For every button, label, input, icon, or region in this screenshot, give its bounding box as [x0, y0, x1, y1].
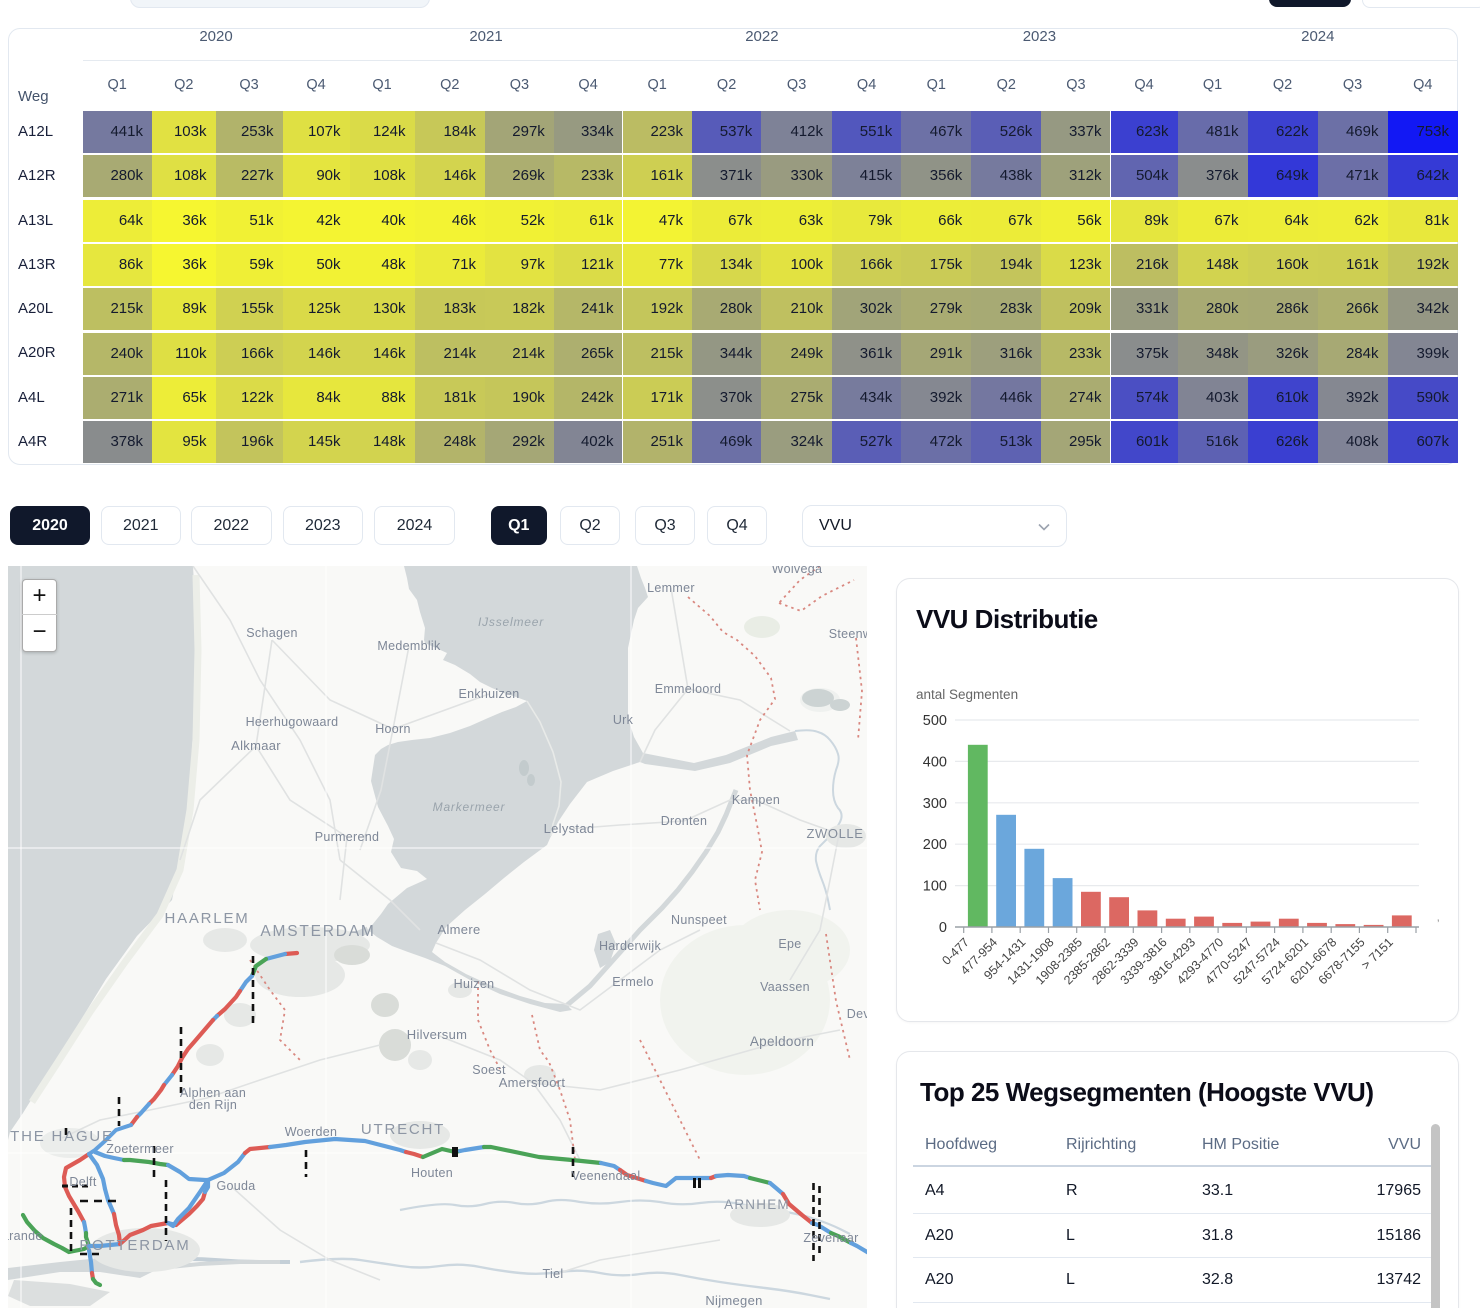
svg-text:Soest: Soest [472, 1063, 506, 1077]
svg-text:’: ’ [1437, 918, 1439, 930]
svg-text:Zevenaar: Zevenaar [803, 1231, 858, 1245]
svg-text:Nijmegen: Nijmegen [705, 1293, 762, 1308]
svg-text:Vaassen: Vaassen [760, 980, 810, 994]
svg-text:Zoetermeer: Zoetermeer [106, 1142, 174, 1156]
svg-text:Epe: Epe [778, 937, 801, 951]
svg-text:UTRECHT: UTRECHT [361, 1121, 445, 1138]
svg-text:Delft: Delft [69, 1175, 96, 1189]
svg-text:100: 100 [923, 879, 947, 895]
svg-text:ARNHEM: ARNHEM [724, 1197, 790, 1212]
svg-text:Emmeloord: Emmeloord [655, 682, 722, 696]
svg-text:Tiel: Tiel [543, 1267, 564, 1281]
svg-text:AMSTERDAM: AMSTERDAM [260, 923, 375, 940]
svg-text:Hilversum: Hilversum [407, 1027, 467, 1042]
svg-text:Apeldoorn: Apeldoorn [750, 1034, 814, 1049]
svg-text:Gouda: Gouda [216, 1179, 255, 1193]
svg-text:Markermeer: Markermeer [433, 800, 506, 814]
svg-text:den Rijn: den Rijn [189, 1098, 237, 1112]
svg-text:Steenwi: Steenwi [829, 627, 867, 641]
svg-text:Urk: Urk [613, 713, 634, 727]
svg-text:ROTTERDAM: ROTTERDAM [79, 1237, 190, 1254]
svg-text:0: 0 [939, 920, 947, 936]
svg-text:400: 400 [923, 754, 947, 770]
svg-text:Wolvega: Wolvega [772, 566, 823, 576]
svg-text:300: 300 [923, 796, 947, 812]
svg-text:Enkhuizen: Enkhuizen [458, 687, 519, 701]
svg-text:Harderwijk: Harderwijk [599, 939, 661, 953]
svg-text:Woerden: Woerden [285, 1125, 338, 1139]
svg-text:Lemmer: Lemmer [647, 581, 695, 595]
svg-text:IJsselmeer: IJsselmeer [478, 615, 544, 629]
svg-text:Alphen aan: Alphen aan [180, 1086, 246, 1100]
svg-text:> 7151: > 7151 [1359, 935, 1396, 972]
svg-text:zarande: zarande [8, 1229, 43, 1243]
svg-text:Amersfoort: Amersfoort [499, 1075, 566, 1090]
svg-text:Heerhugowaard: Heerhugowaard [246, 715, 339, 729]
svg-text:Lelystad: Lelystad [544, 821, 595, 836]
svg-text:Nunspeet: Nunspeet [671, 913, 727, 927]
svg-text:HAARLEM: HAARLEM [164, 910, 249, 927]
svg-text:200: 200 [923, 837, 947, 853]
svg-text:Ermelo: Ermelo [612, 975, 653, 989]
svg-text:Hoorn: Hoorn [375, 722, 411, 736]
svg-text:500: 500 [923, 713, 947, 729]
svg-text:Medemblik: Medemblik [377, 639, 441, 653]
svg-text:Houten: Houten [411, 1166, 453, 1180]
svg-text:Schagen: Schagen [246, 626, 297, 640]
svg-text:Huizen: Huizen [454, 977, 495, 991]
svg-text:Deve: Deve [847, 1007, 867, 1021]
svg-text:THE HAGUE: THE HAGUE [10, 1128, 114, 1145]
svg-text:Veenendaal: Veenendaal [571, 1169, 640, 1183]
svg-text:Kampen: Kampen [732, 793, 780, 807]
svg-text:Purmerend: Purmerend [315, 830, 380, 844]
svg-text:ZWOLLE: ZWOLLE [806, 826, 863, 841]
svg-text:Alkmaar: Alkmaar [231, 738, 281, 753]
svg-text:Almere: Almere [438, 922, 481, 937]
svg-text:Dronten: Dronten [661, 814, 708, 828]
